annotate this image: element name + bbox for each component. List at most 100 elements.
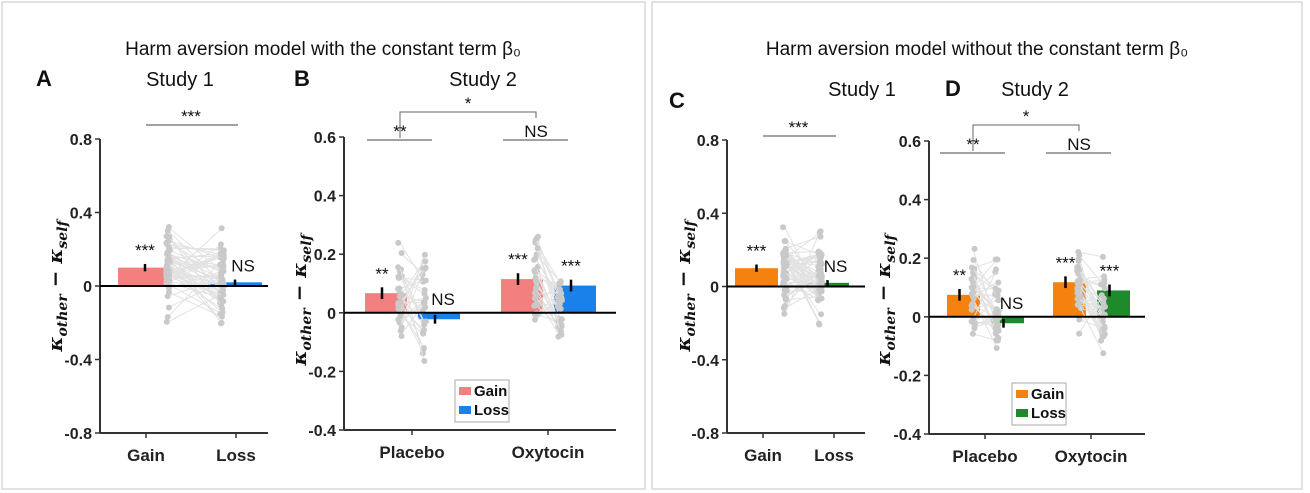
y-tick-label: 0.6 [899,134,921,151]
panel-subtitle: Study 2 [449,69,517,91]
interaction-bracket [972,124,1080,151]
subject-point [398,292,405,299]
subject-point [970,257,977,264]
subject-point [783,252,790,259]
subject-point [970,295,977,302]
subject-line [784,263,821,277]
y-tick-label: 0 [327,306,336,323]
subject-line [972,287,998,312]
subject-point [818,276,825,283]
y-tick-label: -0.4 [893,427,921,444]
bar-significance: NS [1000,294,1024,313]
subject-point [1074,268,1081,275]
y-tick-label: -0.8 [64,426,92,443]
subject-line [167,230,223,284]
subject-point [532,316,539,323]
subject-point [420,327,427,334]
bar-significance: *** [135,241,155,260]
legend-swatch [459,406,471,414]
subject-line [972,269,998,289]
legend-label: Loss [1031,405,1066,422]
subject-line [784,240,821,256]
subject-point [818,295,825,302]
bar-significance: *** [561,257,581,276]
y-tick-label: -0.2 [893,368,921,385]
y-label-part: self [55,217,71,248]
subject-point [1098,292,1105,299]
subject-point [165,252,172,259]
panel-letter: C [669,88,685,113]
subject-line [1078,269,1104,304]
subject-point [969,279,976,286]
y-label-part: other [299,307,315,351]
y-tick-label: 0.4 [899,193,921,210]
subject-line [1078,298,1104,318]
subject-line [167,242,223,274]
y-label-part: κ [871,263,895,279]
y-label-part: self [299,231,315,262]
subject-point [995,297,1002,304]
subject-point [218,225,225,232]
subject-point [422,258,429,265]
subject-point [992,330,999,337]
subject-line [535,288,561,333]
y-label-part: − [287,278,311,309]
subject-point [1074,286,1081,293]
subject-point [780,224,787,231]
subject-point [815,248,822,255]
subject-point [395,239,402,246]
subject-line [535,259,561,297]
subject-point [557,327,564,334]
subject-line [972,259,998,297]
subject-point [219,287,226,294]
y-label-part: κ [671,249,695,265]
y-label-part: − [871,278,895,309]
subject-point [421,358,428,365]
y-tick-label: -0.8 [691,426,719,443]
panel-subtitle: Study 2 [1001,79,1069,101]
bar-significance: NS [824,257,848,276]
y-label-part: self [883,231,899,262]
subject-point [818,311,825,318]
subject-line [167,283,223,315]
subject-point [395,303,402,310]
subject-point [398,273,405,280]
subject-point [164,313,171,320]
subject-point [993,310,1000,317]
y-axis-label: κother − κself [871,231,899,366]
subject-point [1075,257,1082,264]
subject-point [968,306,975,313]
legend-label: Gain [474,383,507,400]
y-tick-label: 0 [710,280,719,297]
group-significance: NS [524,122,548,141]
subject-point [421,251,428,258]
subject-line [399,267,425,305]
subject-point [165,304,172,311]
subject-point [166,233,173,240]
subject-point [780,305,787,312]
subject-point [398,333,405,340]
subject-point [1098,281,1105,288]
subject-line [1078,294,1104,334]
subject-point [395,264,402,271]
subject-point [163,240,170,247]
subject-line [399,306,425,331]
subject-point [817,228,824,235]
subject-line [167,257,223,274]
y-label-part: κ [287,351,311,367]
subject-line [1078,284,1104,318]
subject-line [784,250,821,292]
y-tick-label: 0 [83,279,92,296]
subject-point [783,262,790,269]
left-figure-title: Harm aversion model with the constant te… [125,39,521,60]
legend-swatch [459,387,471,395]
y-label-part: other [683,293,699,337]
panel-letter: B [294,66,310,91]
y-label-part: κ [287,263,311,279]
x-tick-label: Placebo [379,443,444,462]
legend-swatch [1016,409,1028,417]
y-axis-label: κother − κself [671,217,699,352]
y-tick-label: -0.4 [308,423,336,440]
